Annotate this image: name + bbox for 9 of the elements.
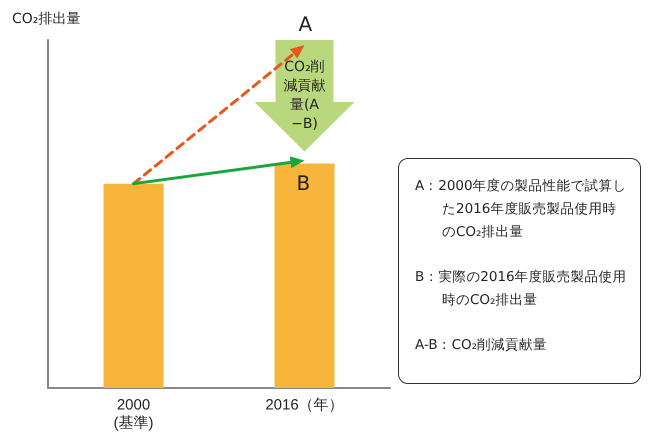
text: A：2000年度の製品性能で試算した2016年度販売製品使用時のCO₂排出量 xyxy=(415,177,628,242)
x-tick-label: 2016（年） xyxy=(265,396,344,414)
text: A-B：CO₂削減貢献量 xyxy=(415,336,548,355)
text: CO₂削減貢献量(A−B) xyxy=(282,58,326,134)
x-tick-label: 2000 (基準) xyxy=(114,396,154,432)
text: B：実際の2016年度販売製品使用時のCO₂排出量 xyxy=(415,268,628,310)
annotation: B xyxy=(296,171,310,196)
text: CO₂排出量 xyxy=(12,10,80,28)
text: A xyxy=(298,12,312,36)
